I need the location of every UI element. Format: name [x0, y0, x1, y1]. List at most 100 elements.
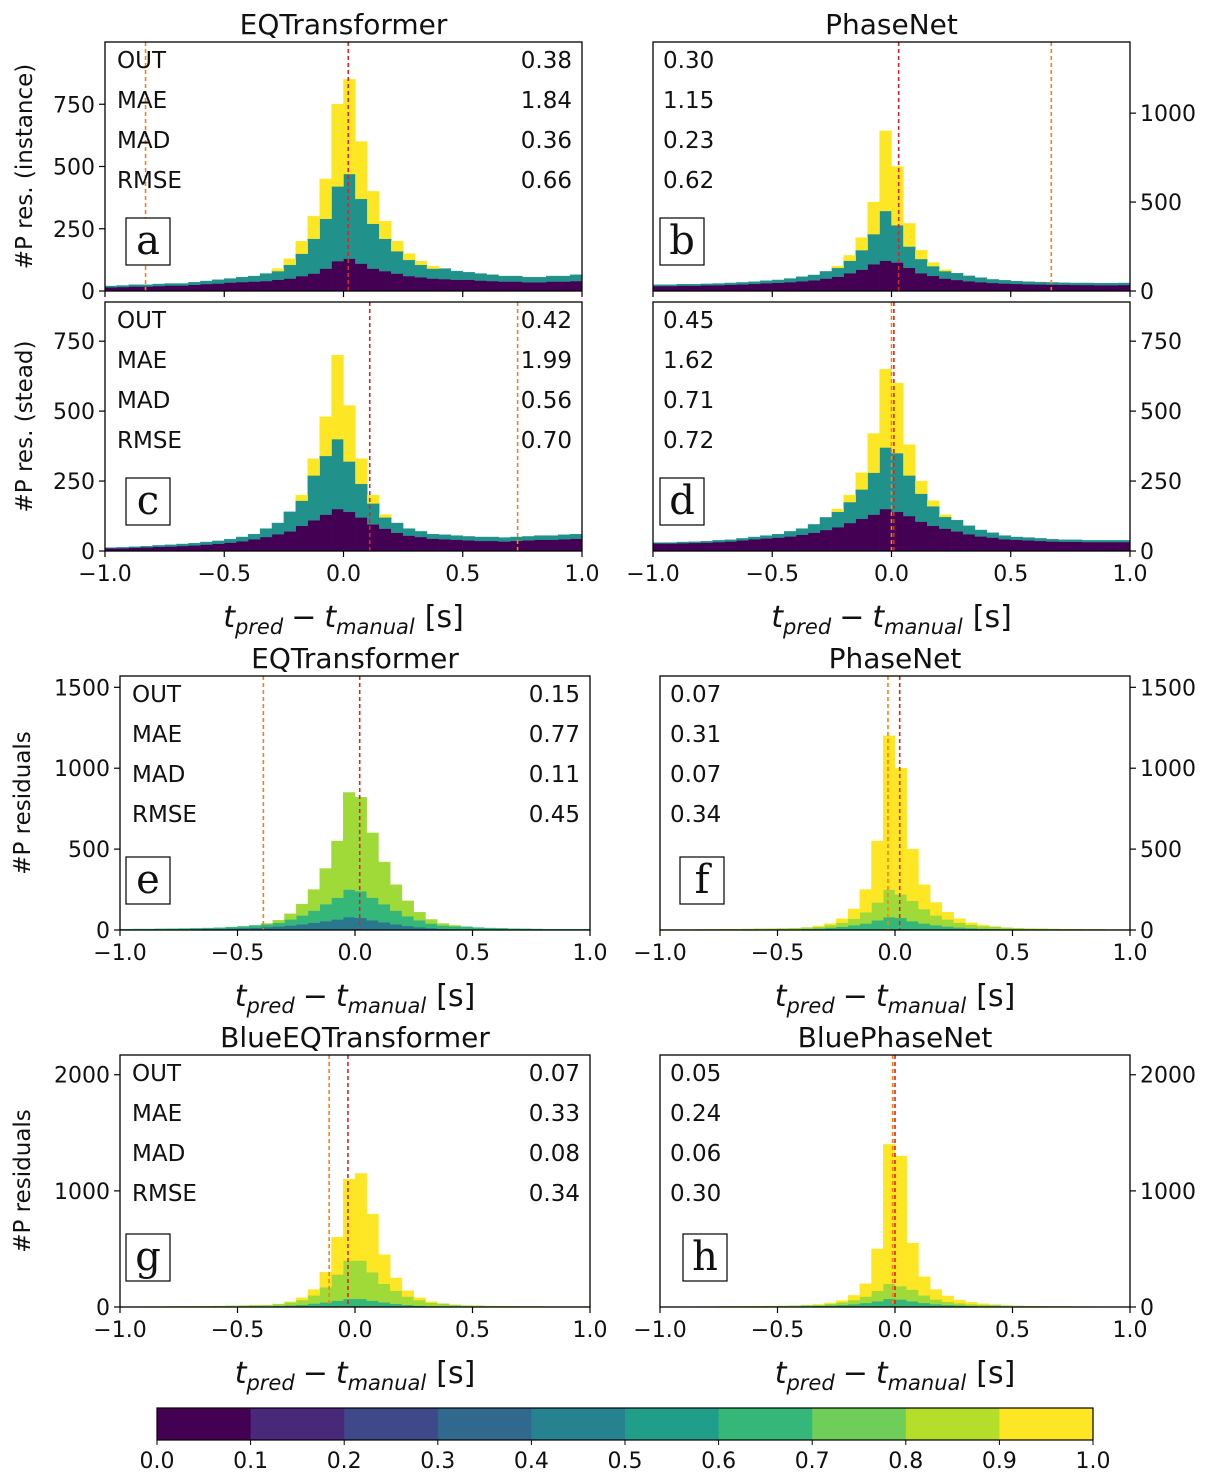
histogram-bar [331, 1274, 344, 1301]
histogram-bar [1105, 284, 1119, 292]
x-tick-label: 0.0 [878, 1318, 913, 1343]
histogram-bar [390, 924, 403, 931]
histogram-bar [748, 281, 761, 285]
histogram-bar [271, 534, 285, 552]
x-axis-label-part: t [336, 979, 349, 1014]
histogram-bar [879, 210, 892, 261]
histogram-bar [259, 528, 273, 538]
stat-value: 0.72 [663, 428, 714, 454]
stat-value: 0.05 [670, 1061, 721, 1087]
histogram-bar [413, 1297, 426, 1301]
histogram-bar [819, 278, 833, 292]
histogram-bar [855, 237, 868, 251]
histogram-bar [176, 283, 189, 286]
histogram-bar [819, 517, 833, 531]
histogram-bar [867, 233, 880, 265]
histogram-bar [152, 283, 165, 287]
colorbar-segment [531, 1408, 626, 1440]
y-tick-label: 0 [1140, 919, 1154, 944]
histogram-bar [688, 284, 701, 286]
histogram-bar [847, 1299, 860, 1305]
histogram-bar [498, 281, 511, 292]
histogram-bar [977, 924, 990, 927]
colorbar-tick-label: 1.0 [1076, 1449, 1111, 1472]
histogram-bar [522, 282, 535, 292]
histogram-bar [927, 525, 940, 552]
stat-label: MAD [132, 1141, 185, 1167]
y-tick-label: 500 [53, 156, 95, 181]
histogram-bar [855, 472, 868, 490]
histogram-bar [307, 216, 320, 239]
histogram-bar [164, 544, 177, 547]
stat-label: MAE [132, 1101, 182, 1127]
histogram-bar [1010, 536, 1023, 541]
histogram-bar [202, 927, 215, 930]
histogram-bar [1070, 539, 1083, 542]
histogram-bar [355, 263, 368, 292]
x-axis-label-part: [s] [973, 600, 1012, 635]
x-tick-label: −0.5 [211, 1318, 264, 1343]
colorbar-tick-label: 0.0 [140, 1449, 175, 1472]
histogram-bar [1034, 281, 1047, 285]
histogram-bar [1094, 284, 1107, 292]
histogram-bar [1082, 282, 1095, 286]
stat-value: 0.07 [670, 762, 721, 788]
colorbar-tick-label: 0.5 [608, 1449, 643, 1472]
histogram-bar [426, 278, 440, 292]
histogram-bar [225, 926, 238, 929]
x-tick-label: 0.5 [445, 562, 480, 587]
histogram-bar [200, 280, 213, 285]
x-tick-label: −1.0 [78, 562, 131, 587]
histogram-bar [343, 461, 356, 513]
histogram-bar [534, 282, 547, 292]
histogram-bar [249, 925, 262, 928]
histogram-bar [1105, 282, 1119, 286]
x-tick-label: 0.0 [338, 1318, 373, 1343]
histogram-bar [343, 258, 356, 292]
histogram-bar [522, 277, 535, 283]
histogram-bar [859, 1283, 872, 1297]
histogram-bar [271, 279, 285, 292]
stat-value: 0.36 [521, 128, 572, 154]
histogram-bar [879, 447, 892, 510]
histogram-bar [831, 527, 845, 552]
x-tick-label: −0.5 [198, 562, 251, 587]
histogram-bar [367, 268, 380, 292]
x-tick-label: 1.0 [565, 562, 600, 587]
histogram-bar [283, 258, 297, 266]
x-axis-label-part: t [876, 979, 889, 1014]
stat-label: OUT [132, 1061, 182, 1087]
histogram-bar [402, 259, 416, 277]
histogram-bar [795, 528, 809, 535]
histogram-bar [379, 514, 392, 518]
histogram-bar [472, 927, 485, 930]
histogram-bar [460, 926, 473, 930]
histogram-bar [941, 1295, 954, 1302]
x-axis-label-part: t [324, 600, 337, 635]
histogram-bar [366, 897, 379, 921]
histogram-bar [331, 897, 344, 920]
histogram-bar [760, 538, 773, 552]
histogram-bar [915, 521, 928, 552]
histogram-bar [319, 178, 332, 219]
histogram-bar [831, 267, 845, 277]
y-tick-label: 500 [53, 400, 95, 425]
x-tick-label: 0.5 [995, 1318, 1030, 1343]
x-tick-label: −1.0 [633, 941, 686, 966]
histogram-bar [950, 520, 964, 532]
histogram-bar [343, 916, 356, 931]
histogram-bar [1012, 928, 1025, 930]
x-axis-label-part: − [843, 1356, 868, 1391]
y-tick-label: 500 [68, 838, 110, 863]
histogram-bar [249, 1305, 262, 1307]
histogram-bar [847, 908, 860, 919]
histogram-bar [307, 889, 320, 911]
histogram-bar [498, 541, 511, 552]
histogram-bar [1117, 282, 1131, 286]
histogram-bar [259, 273, 273, 282]
histogram-bar [522, 536, 535, 541]
panel-title: BlueEQTransformer [220, 1021, 490, 1054]
histogram-bar [894, 1155, 907, 1287]
histogram-bar [843, 273, 856, 292]
histogram-bar [176, 545, 189, 552]
